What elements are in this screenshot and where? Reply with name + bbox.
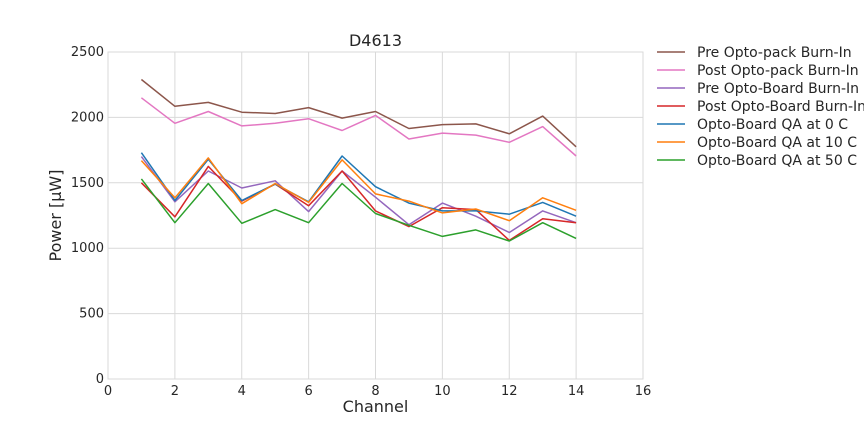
- legend-label: Opto-Board QA at 50 C: [697, 153, 857, 169]
- series-line-1: [140, 78, 577, 148]
- legend: Pre Opto-pack Burn-In Post Opto-pack Burn…: [657, 45, 864, 169]
- series-line-7: [140, 178, 577, 242]
- x-tick-label: 8: [371, 384, 379, 399]
- y-tick-labels: 0 500 1000 1500 2000 2500: [71, 45, 104, 387]
- series-line-4: [140, 165, 577, 242]
- series-line-3: [140, 156, 577, 234]
- x-tick-label: 4: [238, 384, 246, 399]
- legend-label: Pre Opto-pack Burn-In: [697, 45, 852, 61]
- x-tick-label: 2: [171, 384, 179, 399]
- x-tick-label: 14: [568, 384, 585, 399]
- series-lines: [140, 78, 577, 242]
- y-tick-label: 1500: [71, 176, 104, 191]
- series-line-2: [140, 97, 577, 157]
- legend-label: Post Opto-pack Burn-In: [697, 63, 859, 79]
- y-tick-label: 500: [79, 307, 104, 322]
- series-line-6: [140, 157, 577, 222]
- y-tick-label: 2000: [71, 110, 104, 125]
- x-tick-label: 16: [635, 384, 652, 399]
- y-axis-label: Power [µW]: [46, 170, 65, 262]
- x-tick-label: 12: [501, 384, 518, 399]
- grid-lines: [107, 51, 644, 380]
- x-tick-label: 6: [304, 384, 312, 399]
- x-tick-label: 0: [104, 384, 112, 399]
- x-tick-labels: 0 2 4 6 8 10 12 14 16: [104, 384, 651, 399]
- legend-label: Opto-Board QA at 0 C: [697, 117, 848, 133]
- legend-label: Pre Opto-Board Burn-In: [697, 81, 859, 97]
- y-tick-label: 1000: [71, 241, 104, 256]
- legend-label: Post Opto-Board Burn-In: [697, 99, 864, 115]
- plot-frame: [107, 51, 644, 380]
- x-axis-label: Channel: [343, 397, 409, 416]
- chart-title: D4613: [349, 31, 402, 50]
- x-tick-label: 10: [434, 384, 451, 399]
- y-tick-label: 2500: [71, 45, 104, 60]
- legend-label: Opto-Board QA at 10 C: [697, 135, 857, 151]
- y-tick-label: 0: [96, 372, 104, 387]
